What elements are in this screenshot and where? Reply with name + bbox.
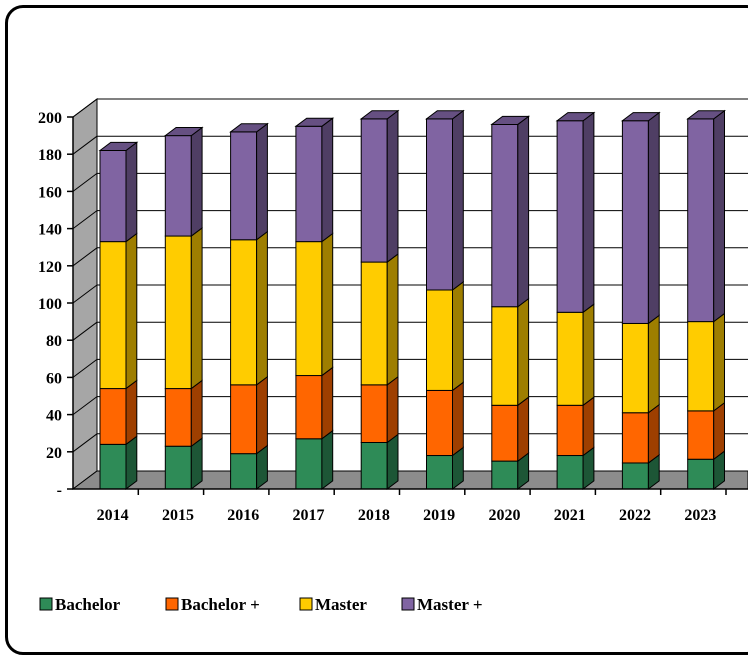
bar-segment-master-2018 (360, 252, 399, 386)
x-tick-label: 2022 (619, 507, 651, 524)
gridline-diagonal (72, 172, 98, 192)
gridline-diagonal (72, 284, 98, 304)
bar-segment-master-2014 (99, 232, 138, 390)
y-tick-label: 80 (46, 333, 62, 350)
bar-segment-bachelor-2015 (164, 437, 203, 491)
legend-item: Bachelor + (165, 595, 260, 614)
y-tick-label: 180 (38, 147, 62, 164)
gridline-diagonal (72, 98, 98, 118)
bar-segment-master-2017 (295, 232, 334, 377)
legend: Bachelor Bachelor + Master Master + (39, 595, 483, 614)
y-tick-label: 120 (38, 259, 62, 276)
gridline-diagonal (72, 135, 98, 155)
bar-segment-bachelor-plus-2019 (426, 381, 464, 457)
bar-segment-master-2021 (556, 303, 595, 407)
bars (98, 109, 726, 491)
y-tick-label: 20 (46, 445, 62, 462)
gridline-diagonal (72, 433, 98, 453)
bar-segment-master-2023 (687, 312, 725, 412)
y-tick-label: 100 (38, 296, 62, 313)
bar-segment-bachelor-2016 (230, 444, 268, 491)
legend-item: Master (299, 595, 367, 614)
gridline-diagonal (72, 396, 98, 416)
y-tick-label: 160 (38, 184, 62, 201)
bar-segment-bachelor-plus-2020 (491, 396, 530, 463)
x-tick-label: 2023 (684, 507, 716, 524)
axes: - 20 40 60 80 100 120 140 160 180 200 2014 2015 2016 2… (38, 110, 748, 524)
legend-label: Master (315, 595, 367, 614)
legend-swatch (401, 597, 415, 611)
bar-segment-bachelor-plus-2015 (164, 379, 203, 448)
legend-item: Bachelor (39, 595, 121, 614)
bar-segment-master-plus-2020 (490, 115, 531, 308)
gridline-diagonal (72, 210, 98, 230)
gridline-diagonal (72, 321, 98, 341)
bar-segment-master-plus-2018 (359, 109, 400, 264)
x-tick-label: 2020 (488, 507, 520, 524)
bar-segment-bachelor-plus-2014 (99, 379, 138, 446)
bar-segment-master-plus-2016 (229, 122, 269, 241)
bar-segment-bachelor-2014 (99, 435, 138, 491)
bar-segment-bachelor-plus-2017 (295, 366, 334, 440)
bar-segment-bachelor-2019 (426, 446, 464, 491)
bar-segment-master-2019 (426, 280, 464, 392)
x-tick-label: 2015 (162, 507, 194, 524)
x-tick-label: 2016 (227, 507, 259, 524)
bar-segment-master-plus-2021 (555, 111, 596, 314)
y-tick-label: 60 (46, 370, 62, 387)
x-tick-label: 2017 (293, 507, 325, 524)
bar-segment-master-plus-2017 (294, 117, 335, 243)
bar-segment-bachelor-plus-2016 (230, 375, 268, 455)
x-tick-label: 2021 (554, 507, 586, 524)
y-tick-label: - (57, 482, 62, 499)
gridline-diagonal (72, 247, 98, 267)
x-tick-label: 2018 (358, 507, 390, 524)
bar-segment-master-2022 (621, 314, 660, 414)
legend-item: Master + (401, 595, 483, 614)
bar-segment-bachelor-2017 (295, 429, 334, 490)
legend-swatch (39, 597, 53, 611)
y-tick-label: 140 (38, 222, 62, 239)
bar-segment-master-plus-2014 (98, 141, 139, 243)
x-tick-label: 2014 (97, 507, 129, 524)
bar-segment-bachelor-2020 (491, 451, 530, 491)
bar-segment-master-plus-2022 (620, 111, 661, 325)
bar-segment-master-2020 (491, 297, 530, 407)
bar-segment-master-plus-2019 (425, 109, 465, 291)
legend-label: Bachelor (55, 595, 121, 614)
gridline-diagonal (72, 358, 98, 378)
legend-label: Bachelor + (181, 595, 260, 614)
legend-swatch (165, 597, 179, 611)
bar-segment-bachelor-plus-2022 (621, 403, 660, 464)
bar-segment-bachelor-plus-2018 (360, 375, 399, 444)
y-tick-label: 40 (46, 408, 62, 425)
bar-segment-bachelor-2022 (621, 453, 660, 491)
x-tick-label: 2019 (423, 507, 455, 524)
bar-segment-master-plus-2023 (686, 109, 726, 323)
bar-segment-master-2016 (230, 230, 268, 386)
legend-label: Master + (417, 595, 483, 614)
legend-swatch (299, 597, 313, 611)
bar-segment-master-plus-2015 (163, 126, 204, 238)
bar-segment-bachelor-plus-2021 (556, 396, 595, 457)
y-tick-label: 200 (38, 110, 62, 127)
bar-segment-master-2015 (164, 226, 203, 390)
